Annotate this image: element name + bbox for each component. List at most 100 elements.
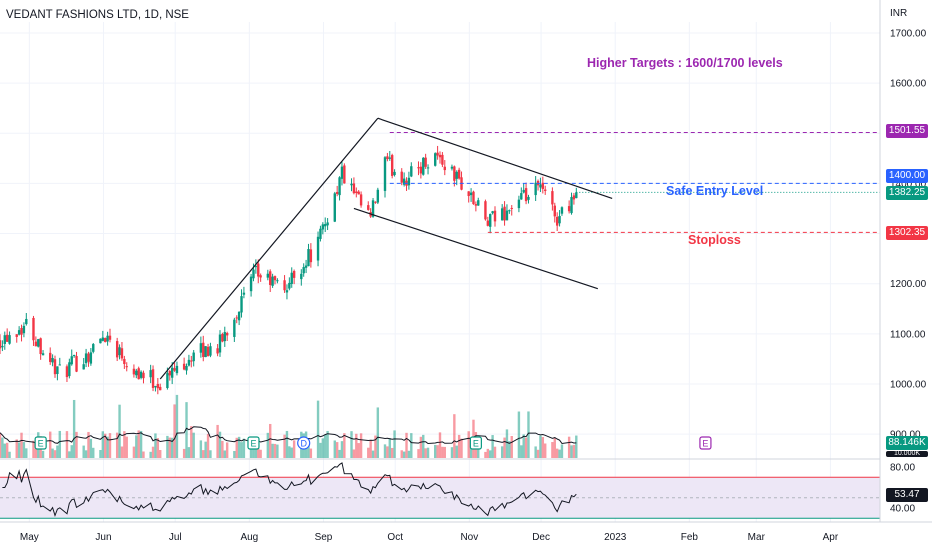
volume-bar xyxy=(453,414,456,458)
volume-bar xyxy=(426,447,430,458)
volume-bar xyxy=(149,451,152,458)
volume-bar xyxy=(173,404,176,458)
trendline-channel-lower xyxy=(353,207,599,290)
candle-body xyxy=(350,183,353,186)
candle-body xyxy=(355,191,358,193)
volume-bar xyxy=(75,431,78,458)
candle-body xyxy=(3,335,6,344)
candle-body xyxy=(240,296,243,313)
volume-bar xyxy=(400,450,403,458)
last-price-badge: 1382.25 xyxy=(886,186,928,200)
volume-bar xyxy=(120,446,124,458)
candle-body xyxy=(383,157,387,191)
volume-bar xyxy=(156,438,160,458)
candle-body xyxy=(223,332,226,342)
volume-bar xyxy=(25,448,28,458)
candle-body xyxy=(419,166,423,174)
volume-bar xyxy=(49,431,52,458)
volume-bar xyxy=(417,449,420,458)
date-tick-label: Jul xyxy=(169,532,182,543)
volume-bar xyxy=(34,448,38,458)
candle-body xyxy=(25,318,28,325)
volume-ma-line xyxy=(0,426,577,445)
earnings-marker xyxy=(699,436,712,450)
volume-bar xyxy=(443,446,446,458)
volume-bar xyxy=(469,447,473,458)
volume-bar xyxy=(333,440,336,458)
candle-body xyxy=(0,340,2,349)
candle-body xyxy=(333,193,336,222)
candle-body xyxy=(120,348,124,359)
volume-bar xyxy=(441,446,444,458)
candle-body xyxy=(453,166,456,181)
volume-bar xyxy=(115,432,119,458)
rsi-tick-label: 40.00 xyxy=(890,504,915,515)
candle-body xyxy=(22,325,26,334)
candle-body xyxy=(424,157,427,167)
candle-body xyxy=(457,169,461,179)
volume-bar xyxy=(51,448,54,458)
volume-bar xyxy=(457,434,461,458)
volume-bar xyxy=(560,444,564,458)
candle-body xyxy=(204,346,207,358)
volume-bar xyxy=(3,443,6,458)
candle-body xyxy=(324,224,327,227)
candle-body xyxy=(400,171,403,183)
volume-bar xyxy=(249,445,253,458)
volume-bar xyxy=(467,431,470,458)
candle-body xyxy=(182,363,186,370)
price-tick-label: 1700.00 xyxy=(890,29,927,40)
volume-bar xyxy=(72,399,76,458)
volume-bar xyxy=(104,433,107,458)
candle-body xyxy=(15,334,18,337)
volume-bar xyxy=(202,450,205,458)
volume-bar xyxy=(410,433,413,458)
date-tick-label: Dec xyxy=(532,532,550,543)
volume-bar xyxy=(436,445,439,458)
volume-bar xyxy=(237,436,241,458)
volume-bar xyxy=(489,450,492,458)
candle-body xyxy=(51,358,54,363)
volume-bar xyxy=(335,442,339,458)
candle-body xyxy=(159,386,162,391)
candle-body xyxy=(326,222,329,226)
date-tick-label: Sep xyxy=(315,532,333,543)
dividend-marker xyxy=(297,436,311,450)
volume-bar xyxy=(108,433,112,458)
candle-body xyxy=(288,282,291,289)
volume-bar xyxy=(316,400,320,458)
earnings-marker xyxy=(34,436,47,450)
candle-body xyxy=(56,366,59,375)
candle-body xyxy=(166,373,169,389)
candle-body xyxy=(142,372,145,379)
volume-bar xyxy=(558,449,561,458)
candle-body xyxy=(237,311,241,321)
volume-bar xyxy=(343,433,346,458)
candle-body xyxy=(49,352,52,362)
volume-bar xyxy=(503,437,506,458)
candle-body xyxy=(101,337,105,341)
price-tick-label: 1200.00 xyxy=(890,279,927,290)
candle-body xyxy=(321,224,325,230)
candle-body xyxy=(5,334,9,342)
volume-bar xyxy=(175,394,179,458)
volume-bar xyxy=(192,432,195,458)
candle-body xyxy=(467,191,470,197)
volume-bar xyxy=(434,444,437,458)
volume-bar xyxy=(240,442,243,458)
volume-bar xyxy=(290,447,293,458)
candle-body xyxy=(539,184,542,188)
candle-body xyxy=(436,152,439,156)
volume-bar xyxy=(89,438,93,458)
volume-bar xyxy=(218,431,222,458)
volume-bar xyxy=(520,445,523,458)
volume-bar xyxy=(541,437,545,458)
candle-body xyxy=(541,182,545,189)
candle-body xyxy=(417,167,420,169)
volume-bar xyxy=(41,450,45,458)
volume-bar xyxy=(22,442,26,458)
volume-bar xyxy=(371,450,375,458)
candle-body xyxy=(555,216,559,226)
